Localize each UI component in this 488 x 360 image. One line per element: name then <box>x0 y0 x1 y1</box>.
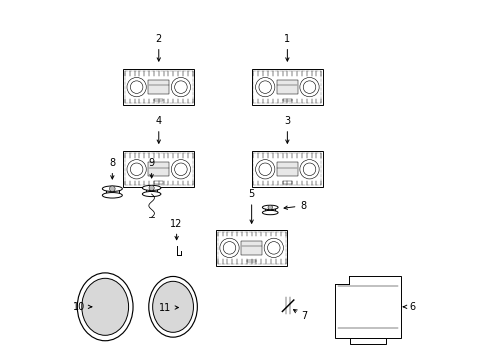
Ellipse shape <box>262 210 278 215</box>
Text: 9: 9 <box>148 158 154 178</box>
FancyBboxPatch shape <box>148 162 169 176</box>
Ellipse shape <box>142 192 161 197</box>
Text: 2: 2 <box>155 34 162 61</box>
Text: 6: 6 <box>403 302 415 312</box>
Circle shape <box>149 185 154 190</box>
FancyBboxPatch shape <box>251 152 323 187</box>
FancyBboxPatch shape <box>106 189 118 195</box>
FancyBboxPatch shape <box>334 275 348 284</box>
Text: 8: 8 <box>109 158 115 179</box>
Ellipse shape <box>81 278 128 335</box>
Text: 5: 5 <box>248 189 254 223</box>
Circle shape <box>267 205 272 210</box>
Text: 12: 12 <box>170 219 183 240</box>
Circle shape <box>109 186 115 192</box>
Ellipse shape <box>102 186 122 192</box>
Text: 4: 4 <box>155 116 162 143</box>
FancyBboxPatch shape <box>148 80 169 94</box>
FancyBboxPatch shape <box>145 188 157 194</box>
FancyBboxPatch shape <box>276 162 298 176</box>
Ellipse shape <box>152 281 193 332</box>
FancyBboxPatch shape <box>123 69 194 105</box>
Ellipse shape <box>77 273 133 341</box>
FancyBboxPatch shape <box>251 69 323 105</box>
Ellipse shape <box>148 276 197 337</box>
FancyBboxPatch shape <box>349 338 385 344</box>
Text: 8: 8 <box>284 201 306 211</box>
Text: 10: 10 <box>73 302 91 312</box>
FancyBboxPatch shape <box>241 241 262 255</box>
Text: 3: 3 <box>284 116 290 143</box>
Text: 1: 1 <box>284 34 290 61</box>
FancyBboxPatch shape <box>265 207 275 212</box>
FancyBboxPatch shape <box>216 230 287 266</box>
FancyBboxPatch shape <box>123 152 194 187</box>
FancyBboxPatch shape <box>276 80 298 94</box>
Ellipse shape <box>142 185 161 190</box>
Text: 11: 11 <box>159 302 178 312</box>
FancyBboxPatch shape <box>334 275 400 338</box>
Ellipse shape <box>262 205 278 210</box>
Ellipse shape <box>102 193 122 198</box>
Text: 7: 7 <box>293 310 307 321</box>
